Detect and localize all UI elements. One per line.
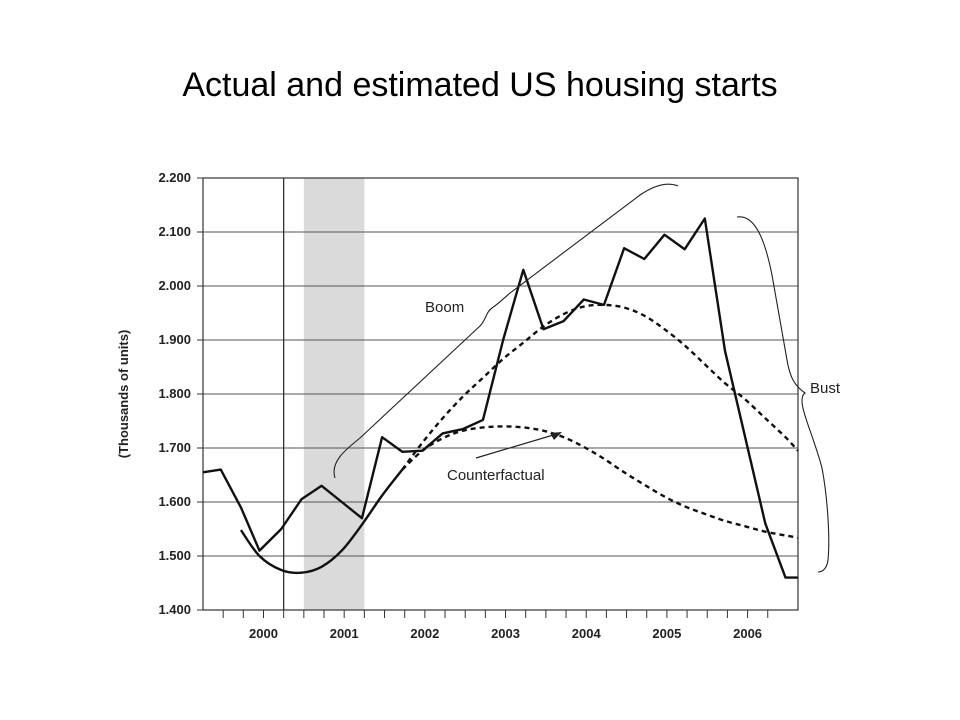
boom-brace — [333, 183, 679, 479]
boom-label: Boom — [425, 299, 464, 316]
counterfactual-pointer-line — [475, 432, 561, 459]
x-tick-label: 2001 — [330, 626, 359, 641]
bust-brace — [736, 216, 830, 573]
y-tick-label: 1.600 — [158, 494, 191, 509]
series-layer — [202, 217, 799, 579]
y-tick-label: 1.900 — [158, 332, 191, 347]
actual-series-line — [202, 217, 798, 579]
y-tick-label: 2.200 — [158, 170, 191, 185]
y-tick-label: 1.500 — [158, 548, 191, 563]
y-tick-label: 1.700 — [158, 440, 191, 455]
x-tick-label: 2002 — [410, 626, 439, 641]
estimated-series-line — [401, 303, 799, 471]
x-tick-label: 2004 — [572, 626, 602, 641]
grid-layer — [203, 177, 798, 611]
annotation-layer: Boom Bust Counterfactual — [333, 183, 841, 573]
bust-label: Bust — [810, 380, 841, 397]
y-tick-label: 1.400 — [158, 602, 191, 617]
slide-title: Actual and estimated US housing starts — [182, 66, 778, 104]
fitted-trough-curve — [239, 468, 404, 575]
y-axis-label: (Thousands of units) — [116, 330, 131, 459]
y-tick-label: 2.000 — [158, 278, 191, 293]
y-tick-label: 2.100 — [158, 224, 191, 239]
tick-layer: 2.200 2.100 2.000 1.900 1.800 1.700 1.600 1.500… — [158, 170, 769, 641]
x-tick-label: 2005 — [652, 626, 681, 641]
x-tick-label: 2006 — [733, 626, 762, 641]
counterfactual-series-line — [401, 425, 799, 539]
counterfactual-label: Counterfactual — [447, 467, 545, 484]
x-tick-label: 2000 — [249, 626, 278, 641]
x-tick-label: 2003 — [491, 626, 520, 641]
counterfactual-arrowhead — [550, 432, 562, 440]
y-tick-label: 1.800 — [158, 386, 191, 401]
